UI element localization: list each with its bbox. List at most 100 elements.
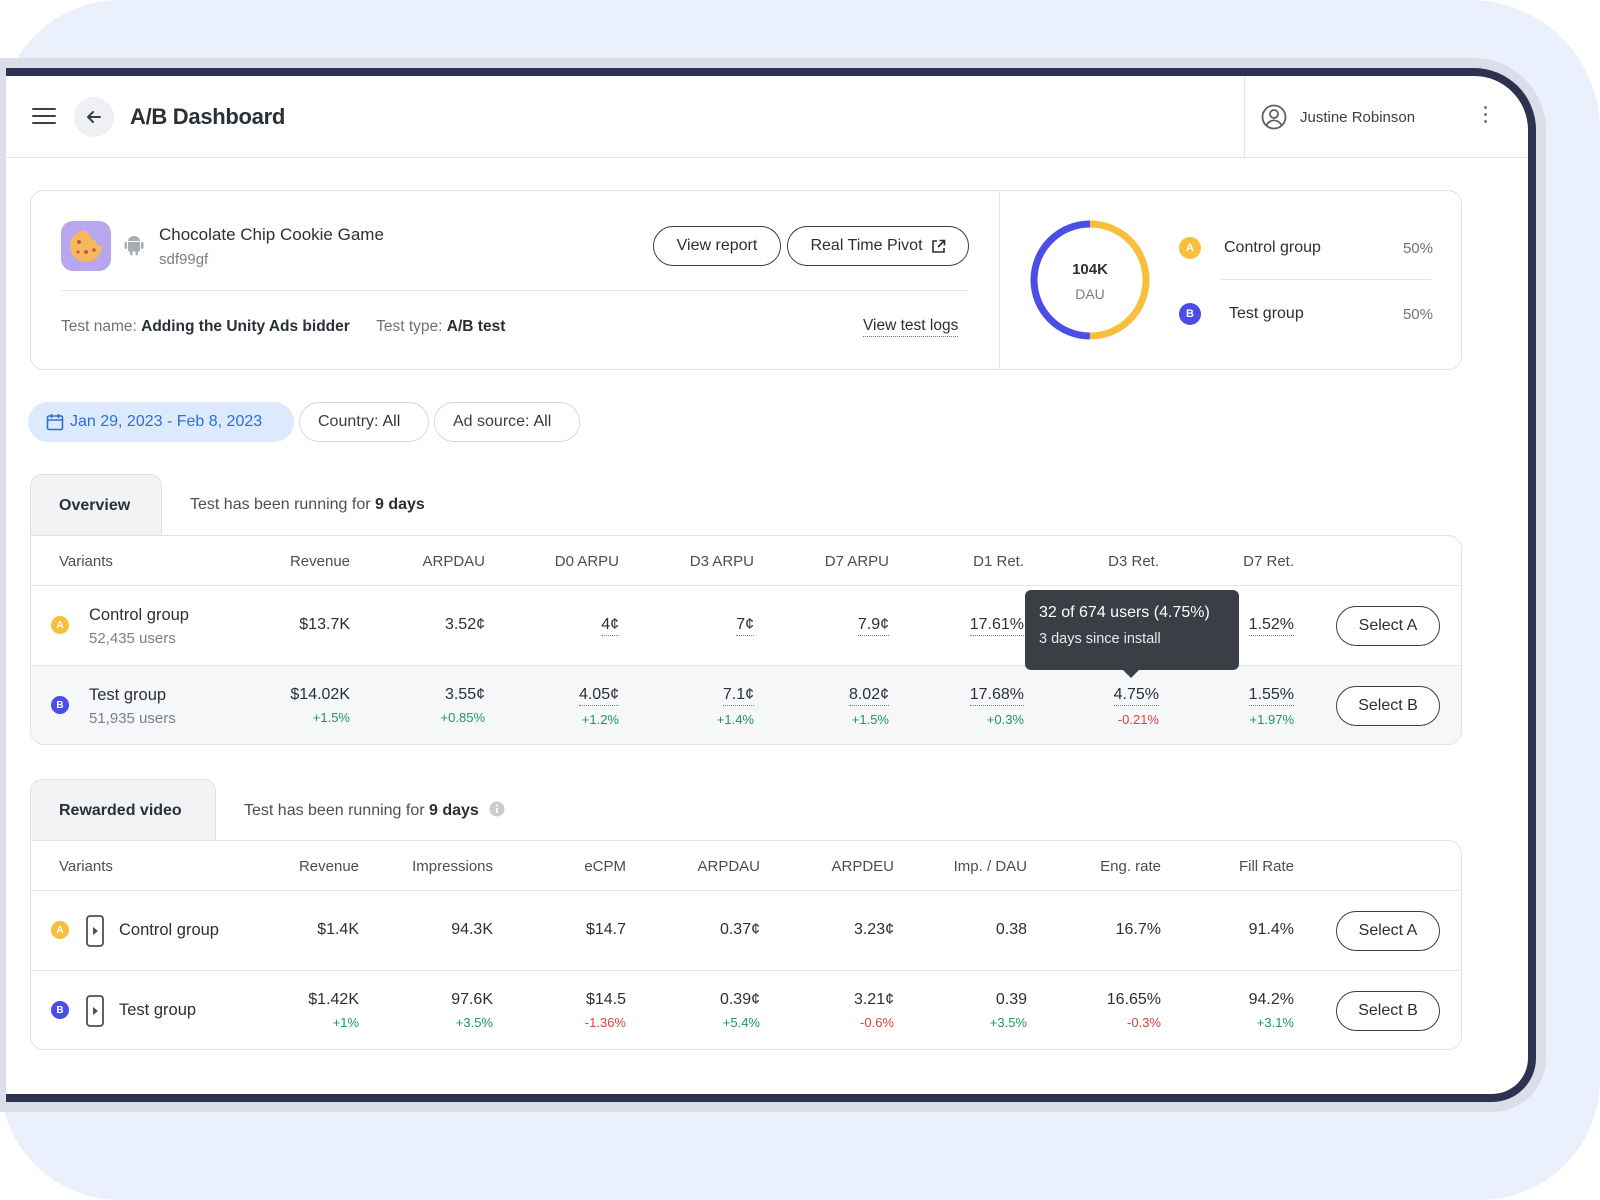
real-time-pivot-button[interactable]: Real Time Pivot <box>787 226 969 266</box>
cell-value[interactable]: 1.52% <box>1248 616 1294 636</box>
back-arrow-icon <box>87 111 101 123</box>
variant-badge: B <box>51 1001 69 1019</box>
cell-value: 0.39 <box>995 991 1027 1008</box>
cell-value: 0.37¢ <box>719 921 760 938</box>
cell-delta: +1.4% <box>716 712 754 727</box>
video-phone-icon <box>86 995 104 1027</box>
cell-value[interactable]: 17.61% <box>969 616 1024 636</box>
ad-source-filter[interactable]: Ad source: All <box>434 402 580 442</box>
info-icon[interactable] <box>489 801 505 817</box>
table-row: B Test group $1.42K +1% 97.6K +3.5% $14.5 -1.36… <box>31 971 1461 1049</box>
cell-delta: -0.3% <box>1127 1015 1161 1030</box>
cell-value[interactable]: 7¢ <box>736 616 754 636</box>
cell-delta: +3.5% <box>455 1015 493 1030</box>
table-cell: 17.61% <box>969 616 1024 636</box>
table-cell: 7.1¢ +1.4% <box>717 686 754 727</box>
view-report-button[interactable]: View report <box>653 226 781 266</box>
table-cell: $1.42K +1% <box>308 991 359 1030</box>
column-header: D7 Ret. <box>1243 553 1294 570</box>
cell-value: $14.02K <box>290 686 350 703</box>
select-a-button[interactable]: Select A <box>1336 911 1440 951</box>
cell-value[interactable]: 7.9¢ <box>857 616 889 636</box>
cell-delta: +1.5% <box>851 712 889 727</box>
variant-badge: A <box>51 616 69 634</box>
dau-donut-chart <box>1030 220 1150 340</box>
column-header: Revenue <box>298 858 359 875</box>
cell-delta: +1.2% <box>581 712 619 727</box>
page-title: A/B Dashboard <box>130 104 286 129</box>
cell-value: $1.42K <box>308 991 359 1008</box>
running-days: 9 days <box>375 496 425 513</box>
cell-delta: +1.5% <box>312 710 350 725</box>
select-b-button[interactable]: Select B <box>1336 991 1440 1031</box>
test-name-label: Test name: <box>61 318 137 335</box>
table-cell: 7¢ <box>736 616 754 636</box>
tab-overview[interactable]: Overview <box>30 474 162 536</box>
legend-control-group: A Control group 50% <box>1179 233 1433 263</box>
legend-name: Test group <box>1229 305 1304 322</box>
donut-segment-b <box>1030 220 1150 340</box>
select-b-button[interactable]: Select B <box>1336 686 1440 726</box>
calendar-icon <box>46 414 64 431</box>
cell-value: 91.4% <box>1248 921 1294 938</box>
cell-value[interactable]: 17.68% <box>969 686 1024 706</box>
table-cell: 16.65% -0.3% <box>1107 991 1161 1030</box>
cell-value[interactable]: 4¢ <box>601 616 619 636</box>
view-test-logs-link[interactable]: View test logs <box>863 317 959 337</box>
cell-delta: +3.1% <box>1256 1015 1294 1030</box>
variant-badge: A <box>51 921 69 939</box>
table-cell: $14.02K +1.5% <box>290 686 350 725</box>
cell-value: 94.3K <box>451 921 493 938</box>
variant-badge: B <box>51 696 69 714</box>
dau-label: DAU <box>1075 286 1105 302</box>
user-menu[interactable]: Justine Robinson <box>1244 76 1514 158</box>
table-cell: 4¢ <box>601 616 619 636</box>
cell-value: $1.4K <box>317 921 359 938</box>
tooltip-line-1: 32 of 674 users (4.75%) <box>1039 604 1210 621</box>
country-label: Country: <box>318 413 379 430</box>
table-cell: $13.7K <box>299 616 350 634</box>
cell-value: 16.65% <box>1106 991 1161 1008</box>
dau-value: 104K <box>1072 261 1108 278</box>
cell-value[interactable]: 7.1¢ <box>722 686 754 706</box>
cell-value: 3.23¢ <box>853 921 894 938</box>
column-header: D0 ARPU <box>554 553 619 570</box>
column-header: Revenue <box>289 553 350 570</box>
table-cell: $14.7 <box>586 921 626 939</box>
cell-value: 3.21¢ <box>853 991 894 1008</box>
variant-name: Control group <box>89 606 189 624</box>
select-a-button[interactable]: Select A <box>1336 606 1440 646</box>
legend-pct: 50% <box>1402 240 1433 257</box>
country-filter[interactable]: Country: All <box>299 402 429 442</box>
back-button[interactable] <box>74 97 114 137</box>
cell-value: 3.52¢ <box>444 616 485 633</box>
column-header: ARPDAU <box>697 858 760 875</box>
cell-value[interactable]: 1.55% <box>1248 686 1294 706</box>
table-cell: 0.38 <box>996 921 1027 939</box>
table-header: Variants Revenue Impressions eCPM ARPDAU ARPD… <box>31 841 1461 891</box>
game-id: sdf99gf <box>159 251 209 268</box>
table-cell: 0.39 +3.5% <box>990 991 1027 1030</box>
menu-icon[interactable] <box>32 108 56 126</box>
legend-divider <box>1221 279 1431 280</box>
cell-delta: +3.5% <box>989 1015 1027 1030</box>
table-cell: 97.6K +3.5% <box>451 991 493 1030</box>
tab-rewarded-video[interactable]: Rewarded video <box>30 779 216 841</box>
variant-users: 51,935 users <box>89 710 176 727</box>
cell-value: 94.2% <box>1248 991 1294 1008</box>
cell-value[interactable]: 4.05¢ <box>578 686 619 706</box>
column-header: eCPM <box>584 858 626 875</box>
kebab-icon[interactable] <box>1481 106 1489 128</box>
cell-delta: -1.36% <box>584 1015 626 1030</box>
table-cell: 3.52¢ <box>445 616 485 634</box>
cell-value[interactable]: 8.02¢ <box>848 686 889 706</box>
table-cell: 1.55% +1.97% <box>1248 686 1294 727</box>
running-prefix: Test has been running for <box>244 802 425 819</box>
legend-name: Control group <box>1224 239 1321 256</box>
table-cell: 91.4% <box>1249 921 1294 939</box>
column-header: Fill Rate <box>1238 858 1294 875</box>
column-header: D1 Ret. <box>973 553 1024 570</box>
table-cell: 94.3K <box>451 921 493 939</box>
date-range-filter[interactable]: Jan 29, 2023 - Feb 8, 2023 <box>28 402 294 442</box>
cell-value[interactable]: 4.75% <box>1113 686 1159 706</box>
